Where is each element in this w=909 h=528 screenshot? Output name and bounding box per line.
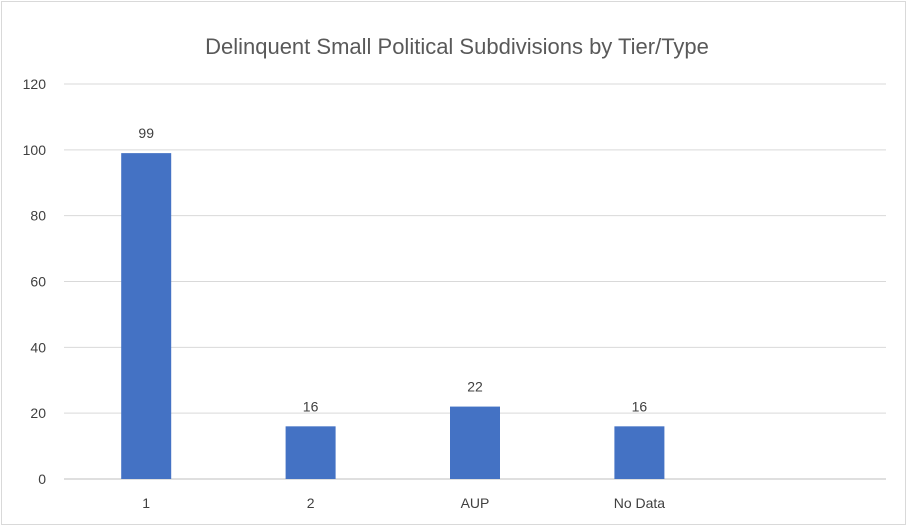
bar — [121, 153, 172, 479]
y-tick-label: 80 — [30, 208, 46, 224]
y-tick-label: 60 — [30, 274, 46, 290]
data-label: 16 — [303, 398, 319, 414]
x-axis-ticks: 1 2 AUP No Data — [142, 495, 665, 511]
data-label: 22 — [467, 379, 483, 395]
data-label: 99 — [138, 125, 154, 141]
bar — [450, 406, 500, 479]
bars — [121, 153, 665, 479]
bar — [285, 426, 336, 479]
y-tick-label: 0 — [38, 471, 46, 487]
y-tick-label: 120 — [23, 76, 47, 92]
x-tick-label: 1 — [142, 495, 150, 511]
x-tick-label: AUP — [461, 495, 490, 511]
x-tick-label: 2 — [307, 495, 315, 511]
y-tick-label: 20 — [30, 405, 46, 421]
y-axis-ticks: 0 20 40 60 80 100 120 — [23, 76, 47, 487]
bar — [614, 426, 665, 479]
chart-title: Delinquent Small Political Subdivisions … — [205, 34, 709, 59]
y-tick-label: 40 — [30, 339, 46, 355]
x-tick-label: No Data — [614, 495, 666, 511]
data-label: 16 — [632, 398, 648, 414]
data-labels: 99 16 22 16 — [138, 125, 647, 414]
y-tick-label: 100 — [23, 142, 47, 158]
gridlines — [64, 83, 886, 480]
